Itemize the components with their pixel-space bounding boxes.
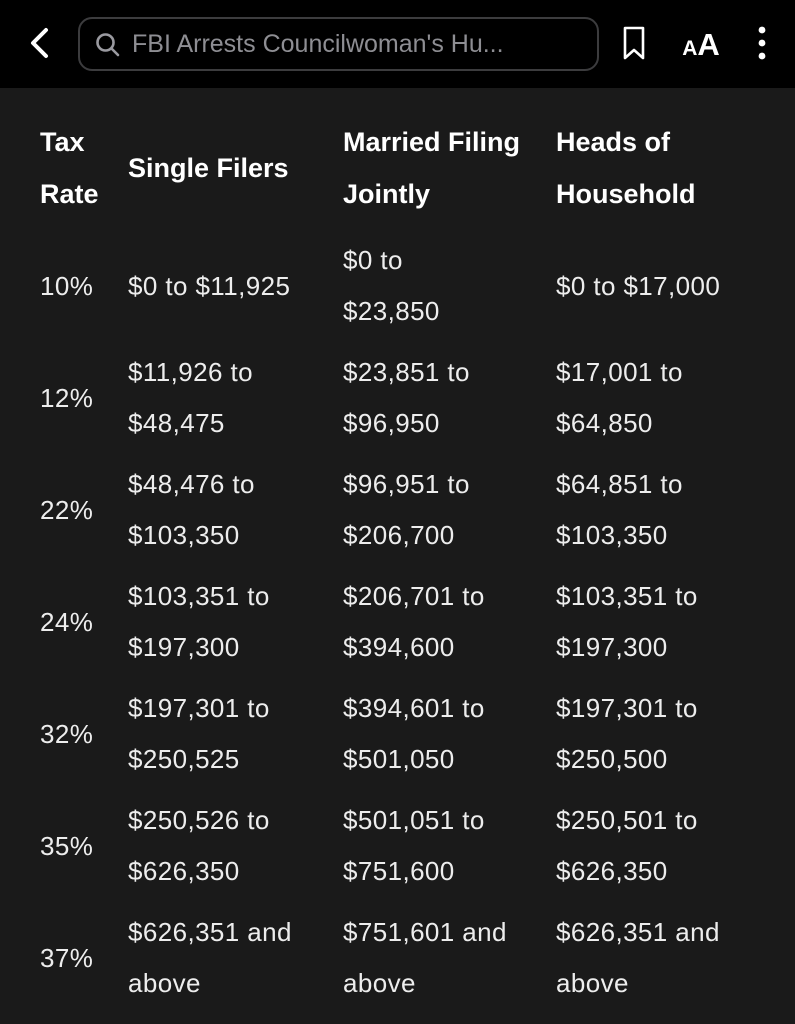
table-row: 10% $0 to $11,925 $0 to $23,850 $0 to $1…: [40, 230, 770, 342]
tax-rate-cell: 32%: [40, 718, 94, 749]
menu-button[interactable]: [745, 17, 779, 71]
browser-topbar: FBI Arrests Councilwoman's Hu... A A: [0, 0, 795, 88]
heads-household-cell: $17,001 to $64,850: [556, 357, 683, 438]
married-jointly-cell: $96,951 to $206,700: [343, 469, 470, 550]
married-jointly-cell: $0 to $23,850: [343, 245, 440, 326]
text-size-button[interactable]: A A: [671, 17, 731, 71]
tax-rate-cell: 10%: [40, 270, 94, 301]
tax-rate-cell: 12%: [40, 382, 94, 413]
page-title-text: FBI Arrests Councilwoman's Hu...: [132, 29, 504, 58]
bookmark-button[interactable]: [611, 17, 657, 71]
table-row: 37% $626,351 and above $751,601 and abov…: [40, 902, 770, 1014]
text-size-small-a: A: [682, 37, 698, 60]
heads-household-cell: $103,351 to $197,300: [556, 581, 698, 662]
table-row: 22% $48,476 to $103,350 $96,951 to $206,…: [40, 454, 770, 566]
header-married-filing-jointly: Married Filing Jointly: [343, 127, 521, 209]
heads-household-cell: $0 to $17,000: [556, 270, 721, 301]
tax-rate-cell: 22%: [40, 494, 94, 525]
table-row: 24% $103,351 to $197,300 $206,701 to $39…: [40, 566, 770, 678]
header-heads-of-household: Heads of Household: [556, 127, 696, 209]
single-filers-cell: $48,476 to $103,350: [128, 469, 255, 550]
bookmark-icon: [621, 25, 647, 64]
married-jointly-cell: $23,851 to $96,950: [343, 357, 470, 438]
table-row: 35% $250,526 to $626,350 $501,051 to $75…: [40, 790, 770, 902]
kebab-menu-icon: [757, 23, 767, 66]
chevron-left-icon: [26, 23, 52, 66]
heads-household-cell: $250,501 to $626,350: [556, 805, 698, 886]
married-jointly-cell: $751,601 and above: [343, 917, 507, 998]
single-filers-cell: $626,351 and above: [128, 917, 292, 998]
page-content: Tax Rate Single Filers Married Filing Jo…: [0, 88, 795, 1014]
search-icon: [94, 31, 121, 58]
married-jointly-cell: $394,601 to $501,050: [343, 693, 485, 774]
single-filers-cell: $197,301 to $250,525: [128, 693, 270, 774]
single-filers-cell: $250,526 to $626,350: [128, 805, 270, 886]
heads-household-cell: $626,351 and above: [556, 917, 720, 998]
single-filers-cell: $103,351 to $197,300: [128, 581, 270, 662]
tax-rate-cell: 24%: [40, 606, 94, 637]
url-search-field[interactable]: FBI Arrests Councilwoman's Hu...: [78, 17, 599, 71]
back-button[interactable]: [12, 17, 66, 71]
text-size-large-a: A: [697, 27, 720, 62]
table-body: 10% $0 to $11,925 $0 to $23,850 $0 to $1…: [40, 230, 770, 1014]
toolbar-right-icons: A A: [611, 17, 779, 71]
tax-bracket-table: Tax Rate Single Filers Married Filing Jo…: [40, 114, 770, 1014]
table-header-row: Tax Rate Single Filers Married Filing Jo…: [40, 114, 770, 230]
header-single-filers: Single Filers: [128, 153, 289, 183]
single-filers-cell: $11,926 to $48,475: [128, 357, 253, 438]
header-tax-rate: Tax Rate: [40, 127, 99, 209]
heads-household-cell: $197,301 to $250,500: [556, 693, 698, 774]
tax-rate-cell: 35%: [40, 830, 94, 861]
married-jointly-cell: $501,051 to $751,600: [343, 805, 485, 886]
married-jointly-cell: $206,701 to $394,600: [343, 581, 485, 662]
single-filers-cell: $0 to $11,925: [128, 270, 291, 301]
table-row: 12% $11,926 to $48,475 $23,851 to $96,95…: [40, 342, 770, 454]
table-row: 32% $197,301 to $250,525 $394,601 to $50…: [40, 678, 770, 790]
heads-household-cell: $64,851 to $103,350: [556, 469, 683, 550]
tax-rate-cell: 37%: [40, 942, 94, 973]
